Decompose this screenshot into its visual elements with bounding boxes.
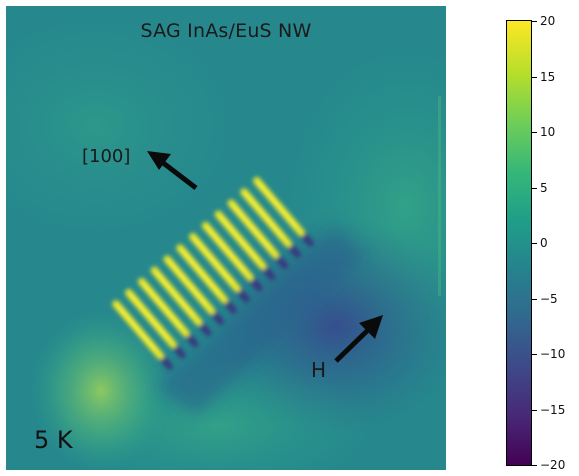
colorbar-tick <box>532 298 537 300</box>
nanowire-core <box>142 283 183 329</box>
nanowire-core <box>245 193 285 240</box>
colorbar-tick <box>532 132 537 133</box>
colorbar-tick <box>532 354 537 355</box>
colorbar-tick-label: 20 <box>540 14 556 28</box>
colorbar-tick <box>532 76 537 78</box>
crystal-direction-label: [100] <box>82 146 131 167</box>
field-direction-label: H <box>311 358 327 382</box>
colorbar-tick <box>532 465 537 466</box>
magnetic-map-image <box>6 6 446 470</box>
map-title: SAG InAs/EuS NW <box>140 20 312 42</box>
temperature-label: 5 K <box>34 426 73 454</box>
nanowire-core <box>232 204 272 251</box>
colorbar-tick-label: 15 <box>540 69 556 84</box>
colorbar-tick-label: −10 <box>540 347 566 361</box>
colorbar <box>506 20 532 466</box>
nanowire-core <box>155 271 195 318</box>
nanowire-core <box>129 294 170 340</box>
magnetic-map-panel: SAG InAs/EuS NW [100] H 5 K <box>6 6 446 470</box>
nanowire-array <box>112 177 314 370</box>
nanowire-core <box>193 238 234 284</box>
colorbar-tick-label: −15 <box>540 402 566 417</box>
nanowire-core <box>181 249 221 296</box>
colorbar-tick-label: 5 <box>540 180 548 195</box>
colorbar-tick <box>532 187 537 189</box>
colorbar-tick <box>532 409 537 411</box>
nanowire-core <box>257 182 298 228</box>
colorbar-tick-label: 0 <box>540 236 548 250</box>
colorbar-tick <box>532 21 537 22</box>
colorbar-tick <box>532 243 537 244</box>
colorbar-tick-label: −20 <box>540 458 566 472</box>
nanowire-core <box>117 305 157 352</box>
colorbar-tick-label: −5 <box>540 291 558 306</box>
colorbar-tick-label: 10 <box>540 125 556 139</box>
nanowire-core <box>168 260 208 307</box>
nanowire-core <box>219 215 259 262</box>
direction-arrow-icon <box>147 151 198 190</box>
nanowire-core <box>206 227 247 273</box>
field-arrow-icon <box>334 315 383 363</box>
